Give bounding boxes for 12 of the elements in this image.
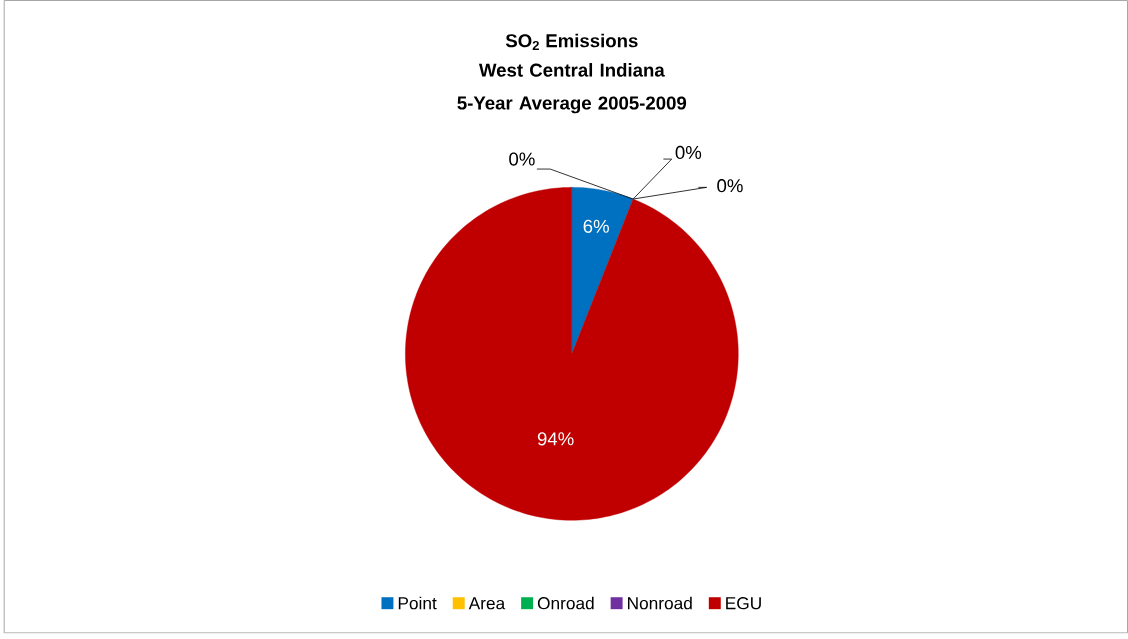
- chart-title: SO$_{2}$ Emissions: [505, 33, 638, 51]
- legend-label: Point: [398, 596, 437, 610]
- text: 0%: [509, 152, 535, 166]
- text: 0%: [717, 179, 743, 193]
- legend-label: Onroad: [537, 596, 594, 610]
- legend-label: EGU: [726, 597, 761, 610]
- legend-label: Area: [468, 597, 506, 610]
- data-label: 6%: [583, 219, 609, 233]
- chart-subtitle: West Central Indiana 5-Year Average 2005-2009: [457, 63, 687, 114]
- legend-label: Nonroad: [628, 596, 692, 610]
- text: 0%: [675, 145, 702, 160]
- data-label: 94%: [537, 432, 574, 446]
